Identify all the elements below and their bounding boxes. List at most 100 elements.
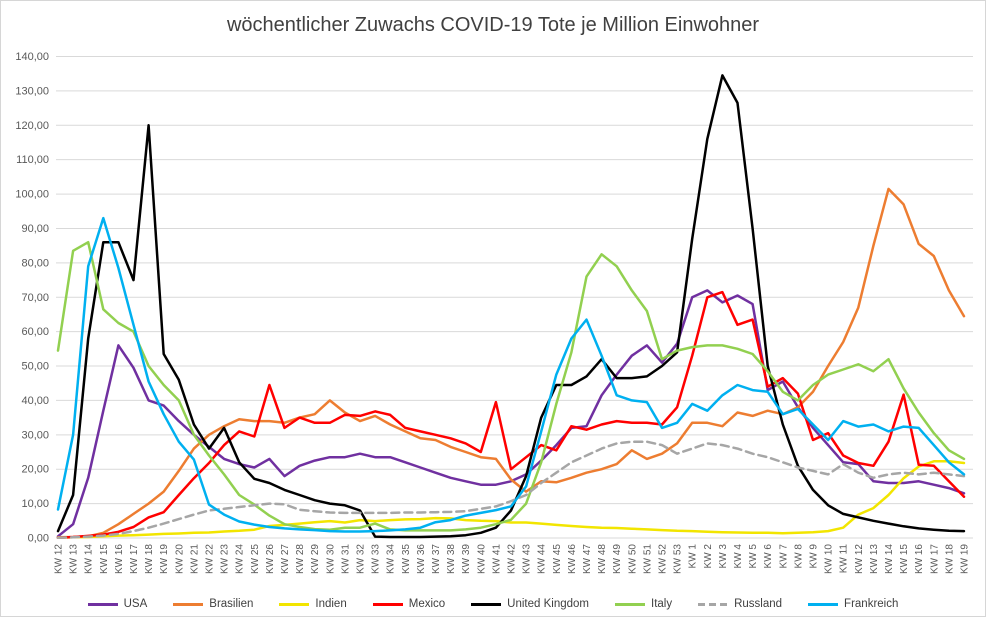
series-line-italy — [56, 240, 966, 532]
x-axis-tick-label: KW 30 — [325, 544, 336, 574]
x-axis-tick-label: KW 40 — [476, 544, 487, 574]
x-axis-tick-label: KW 20 — [174, 544, 185, 574]
x-axis-tick-label: KW 15 — [99, 544, 110, 574]
x-axis-tick-label: KW 34 — [386, 544, 397, 574]
x-axis-tick-label: KW 28 — [295, 544, 306, 574]
x-axis-tick-label: KW 51 — [642, 544, 653, 574]
x-axis-tick-label: KW 25 — [250, 544, 261, 574]
x-axis-tick-label: KW 18 — [144, 544, 155, 574]
series-line-russland — [56, 440, 966, 539]
x-axis-tick-label: KW 43 — [522, 544, 533, 574]
x-axis-tick-label: KW 19 — [960, 544, 971, 574]
legend-label: United Kingdom — [507, 598, 589, 610]
x-axis-tick-label: KW 22 — [205, 544, 216, 574]
x-axis-tick-label: KW 21 — [189, 544, 200, 574]
x-axis-tick-label: KW 8 — [793, 544, 804, 569]
y-axis-tick-label: 10,00 — [21, 498, 49, 510]
y-axis-tick-label: 70,00 — [21, 292, 49, 304]
series-line-indien — [56, 460, 966, 539]
y-axis-tick-label: 110,00 — [16, 154, 49, 166]
x-axis-tick-label: KW 14 — [884, 544, 895, 574]
legend-line-sample — [372, 602, 403, 606]
legend-line-sample — [279, 602, 310, 606]
legend-item-mexico: Mexico — [372, 598, 446, 610]
legend-item-russland: Russland — [698, 598, 782, 610]
y-axis-tick-label: 0,00 — [28, 533, 49, 545]
y-axis-tick-label: 140,00 — [15, 51, 49, 63]
y-axis-tick-label: 100,00 — [15, 189, 49, 201]
x-axis-tick-label: KW 45 — [552, 544, 563, 574]
x-axis-tick-label: KW 1 — [688, 544, 699, 569]
x-axis-tick-label: KW 36 — [416, 544, 427, 574]
legend-label: Brasilien — [209, 598, 254, 610]
x-axis-tick-label: KW 19 — [159, 544, 170, 574]
y-axis-tick-label: 50,00 — [21, 361, 49, 373]
series-line-united-kingdom — [56, 74, 966, 539]
x-axis-tick-label: KW 13 — [69, 544, 80, 574]
y-axis-tick-label: 120,00 — [15, 120, 49, 132]
legend-label: Indien — [315, 598, 347, 610]
x-axis-tick-label: KW 29 — [310, 544, 321, 574]
x-axis-tick-label: KW 48 — [597, 544, 608, 574]
legend-item-united-kingdom: United Kingdom — [471, 598, 589, 610]
legend-label: Mexico — [408, 598, 446, 610]
x-axis-tick-label: KW 10 — [824, 544, 835, 574]
x-axis-tick-label: KW 14 — [84, 544, 95, 574]
x-axis-tick-label: KW 35 — [401, 544, 412, 574]
legend-line-sample — [615, 602, 645, 606]
x-axis-tick-label: KW 39 — [461, 544, 472, 574]
x-axis-tick-label: KW 11 — [839, 544, 850, 574]
x-axis-tick-label: KW 9 — [809, 544, 820, 569]
x-axis-tick-label: KW 52 — [658, 544, 669, 574]
x-axis-tick-label: KW 49 — [612, 544, 623, 574]
legend-label: Frankreich — [844, 598, 899, 610]
chart-title: wöchentlicher Zuwachs COVID-19 Tote je M… — [226, 14, 760, 36]
x-axis-tick-label: KW 27 — [280, 544, 291, 574]
legend-item-brasilien: Brasilien — [173, 598, 253, 610]
x-axis-tick-label: KW 6 — [763, 544, 774, 569]
x-axis-tick-label: KW 38 — [446, 544, 457, 574]
legend-line-sample — [471, 602, 502, 606]
series-line-usa — [56, 289, 966, 538]
x-axis-tick-label: KW 13 — [869, 544, 880, 574]
x-axis-tick-label: KW 41 — [491, 544, 502, 574]
x-axis-tick-label: KW 7 — [778, 544, 789, 569]
x-axis-tick-label: KW 12 — [854, 544, 865, 574]
series-line-brasilien — [56, 187, 966, 539]
y-axis-tick-label: 130,00 — [15, 85, 49, 97]
legend-line-sample — [698, 602, 729, 606]
x-axis-tick-label: KW 18 — [944, 544, 955, 574]
x-axis-tick-label: KW 12 — [54, 544, 65, 574]
x-axis-tick-label: KW 24 — [235, 544, 246, 574]
legend-item-italy: Italy — [615, 598, 672, 610]
y-axis-tick-label: 30,00 — [21, 429, 49, 441]
legend-label: USA — [123, 598, 148, 610]
x-axis-tick-label: KW 26 — [265, 544, 276, 574]
x-axis-tick-label: KW 33 — [371, 544, 382, 574]
x-axis-tick-label: KW 42 — [507, 544, 518, 574]
x-axis-tick-label: KW 50 — [627, 544, 638, 574]
x-axis-tick-label: KW 15 — [899, 544, 910, 574]
x-axis-tick-label: KW 4 — [733, 544, 744, 569]
x-axis-tick-label: KW 47 — [582, 544, 593, 574]
y-axis-tick-label: 60,00 — [21, 326, 49, 338]
x-axis-tick-label: KW 53 — [673, 544, 684, 574]
y-axis-tick-label: 40,00 — [21, 395, 49, 407]
y-axis-tick-label: 20,00 — [21, 464, 49, 476]
x-axis-tick-label: KW 46 — [567, 544, 578, 574]
legend-item-usa: USA — [87, 598, 148, 610]
x-axis-tick-label: KW 32 — [356, 544, 367, 574]
chart-legend: USA Brasilien Indien Mexico United Kingdom It… — [1, 598, 985, 610]
x-axis-tick-label: KW 17 — [129, 544, 140, 574]
x-axis-tick-label: KW 44 — [537, 544, 548, 574]
legend-item-frankreich: Frankreich — [808, 598, 898, 610]
x-axis-tick-label: KW 2 — [703, 544, 714, 569]
x-axis-tick-label: KW 23 — [220, 544, 231, 574]
x-axis-tick-label: KW 3 — [718, 544, 729, 569]
x-axis-tick-label: KW 17 — [929, 544, 940, 574]
legend-line-sample — [173, 602, 204, 606]
series-line-frankreich — [56, 216, 966, 533]
legend-line-sample — [87, 602, 118, 606]
